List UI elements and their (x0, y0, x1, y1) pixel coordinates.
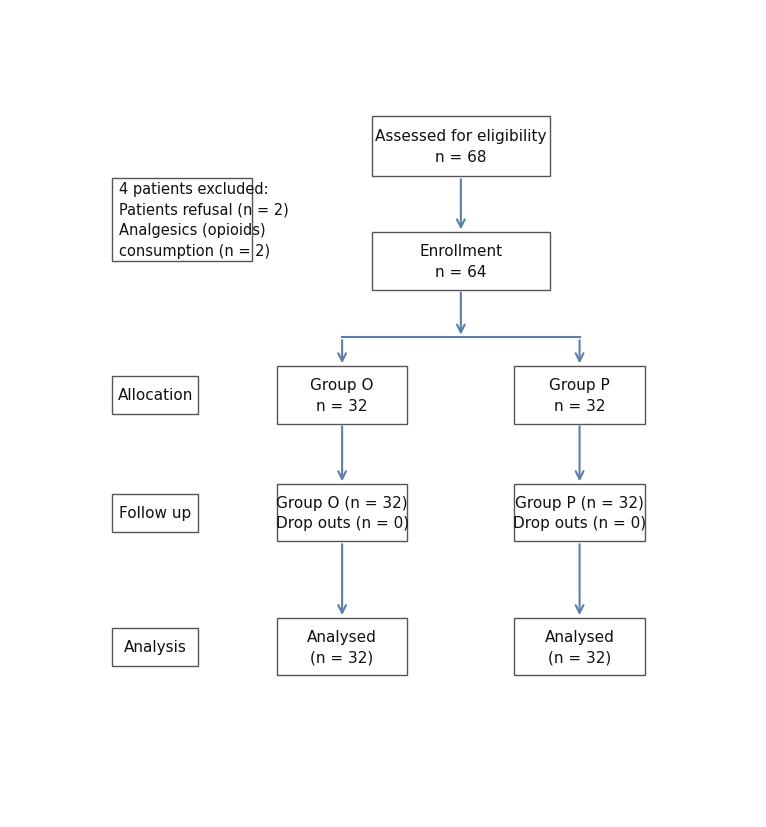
Text: Group P (n = 32): Group P (n = 32) (516, 495, 644, 510)
Text: n = 32: n = 32 (316, 398, 368, 413)
Text: Patients refusal (n = 2): Patients refusal (n = 2) (119, 203, 289, 218)
Text: Allocation: Allocation (117, 388, 193, 403)
Text: (n = 32): (n = 32) (310, 649, 374, 665)
Text: Analysed: Analysed (307, 629, 377, 644)
FancyBboxPatch shape (514, 619, 645, 676)
FancyBboxPatch shape (514, 366, 645, 424)
Text: 4 patients excluded:: 4 patients excluded: (119, 182, 269, 197)
Text: Group O: Group O (310, 378, 374, 393)
FancyBboxPatch shape (372, 117, 550, 177)
Text: consumption (n = 2): consumption (n = 2) (119, 243, 270, 258)
Text: Group O (n = 32): Group O (n = 32) (277, 495, 408, 510)
Text: Analysis: Analysis (123, 639, 187, 654)
FancyBboxPatch shape (514, 485, 645, 542)
Text: Enrollment: Enrollment (419, 244, 502, 259)
FancyBboxPatch shape (372, 233, 550, 290)
Text: n = 68: n = 68 (435, 150, 486, 165)
FancyBboxPatch shape (112, 628, 198, 666)
Text: (n = 32): (n = 32) (548, 649, 611, 665)
Text: Analysed: Analysed (545, 629, 614, 644)
Text: n = 64: n = 64 (435, 265, 486, 280)
FancyBboxPatch shape (112, 376, 198, 414)
Text: Group P: Group P (549, 378, 610, 393)
FancyBboxPatch shape (112, 494, 198, 533)
Text: Drop outs (n = 0): Drop outs (n = 0) (276, 516, 409, 531)
Text: Analgesics (opioids): Analgesics (opioids) (119, 223, 266, 238)
Text: n = 32: n = 32 (554, 398, 605, 413)
FancyBboxPatch shape (112, 179, 251, 261)
FancyBboxPatch shape (277, 619, 408, 676)
FancyBboxPatch shape (277, 366, 408, 424)
Text: Assessed for eligibility: Assessed for eligibility (375, 129, 547, 144)
FancyBboxPatch shape (277, 485, 408, 542)
Text: Follow up: Follow up (119, 505, 192, 521)
Text: Drop outs (n = 0): Drop outs (n = 0) (513, 516, 647, 531)
